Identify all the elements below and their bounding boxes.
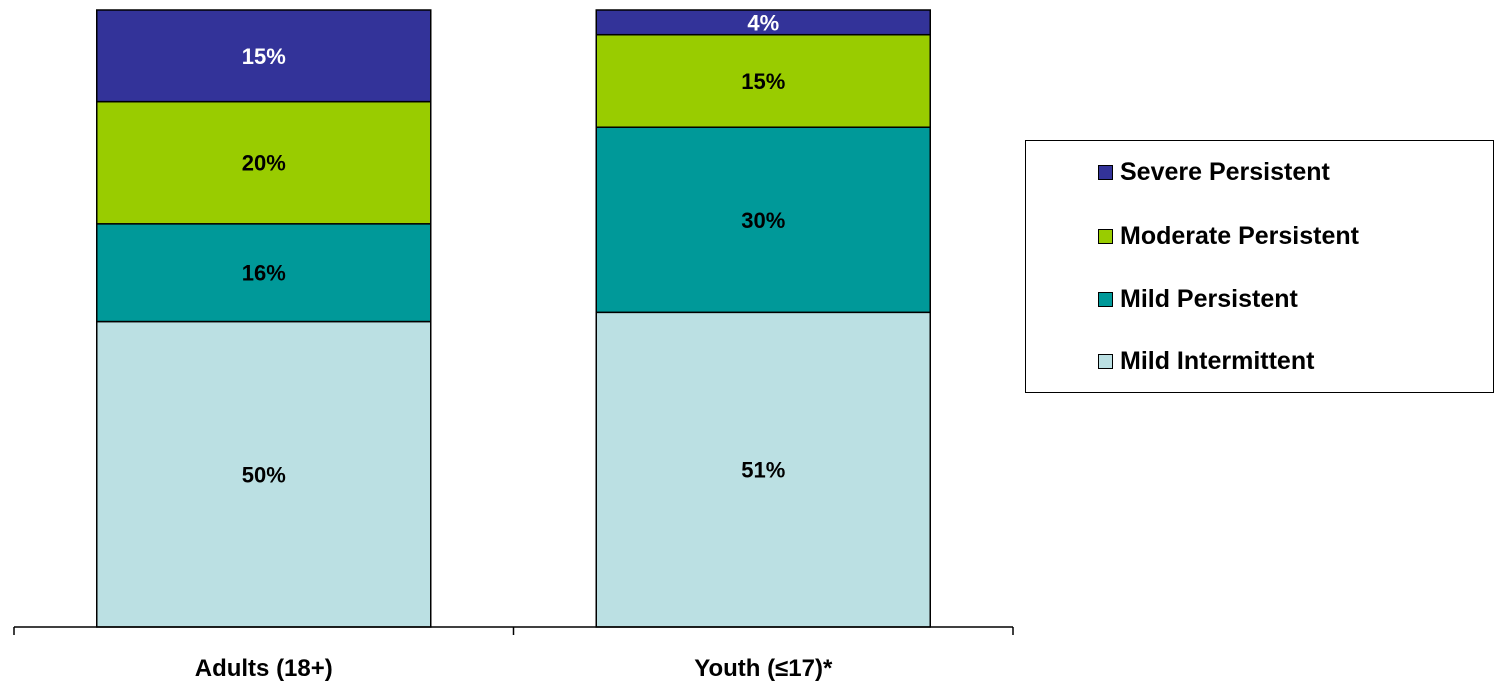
bar-segment-moderate-persistent-youth-17 xyxy=(595,33,931,128)
legend-label-severe-persistent: Severe Persistent xyxy=(1120,157,1330,186)
bar-segment-mild-intermittent-adults-18 xyxy=(96,320,432,628)
data-label-severe-persistent-youth-17: 4% xyxy=(747,10,779,35)
x-tick-label-adults-18: Adults (18+) xyxy=(195,655,333,682)
bar-segment-mild-intermittent-youth-17 xyxy=(595,311,931,628)
legend-label-moderate-persistent: Moderate Persistent xyxy=(1120,221,1359,250)
bar-segment-severe-persistent-youth-17 xyxy=(595,9,931,36)
legend-item-mild-persistent: Mild Persistent xyxy=(1098,284,1298,314)
data-label-mild-intermittent-adults-18: 50% xyxy=(242,462,286,487)
legend-label-mild-persistent: Mild Persistent xyxy=(1120,284,1298,313)
legend-swatch-mild-persistent xyxy=(1098,291,1113,307)
bar-segment-severe-persistent-adults-18 xyxy=(96,9,432,103)
data-label-moderate-persistent-adults-18: 20% xyxy=(242,151,286,176)
bar-segment-moderate-persistent-adults-18 xyxy=(96,100,432,225)
legend-item-moderate-persistent: Moderate Persistent xyxy=(1098,221,1359,251)
bar-segment-mild-persistent-youth-17 xyxy=(595,126,931,314)
x-tick-label-youth-17: Youth (≤17)* xyxy=(694,655,833,682)
data-label-mild-persistent-adults-18: 16% xyxy=(242,261,286,286)
data-label-severe-persistent-adults-18: 15% xyxy=(242,44,286,69)
legend-swatch-severe-persistent xyxy=(1098,164,1113,180)
legend-swatch-moderate-persistent xyxy=(1098,228,1113,244)
legend-item-mild-intermittent: Mild Intermittent xyxy=(1098,346,1314,376)
data-label-moderate-persistent-youth-17: 15% xyxy=(741,69,785,94)
legend-label-mild-intermittent: Mild Intermittent xyxy=(1120,346,1315,375)
data-label-mild-intermittent-youth-17: 51% xyxy=(741,458,785,483)
data-label-mild-persistent-youth-17: 30% xyxy=(741,208,785,233)
legend-item-severe-persistent: Severe Persistent xyxy=(1098,157,1330,187)
chart-legend: Severe Persistent Moderate Persistent Mi… xyxy=(1025,140,1494,393)
legend-swatch-mild-intermittent xyxy=(1098,353,1113,369)
